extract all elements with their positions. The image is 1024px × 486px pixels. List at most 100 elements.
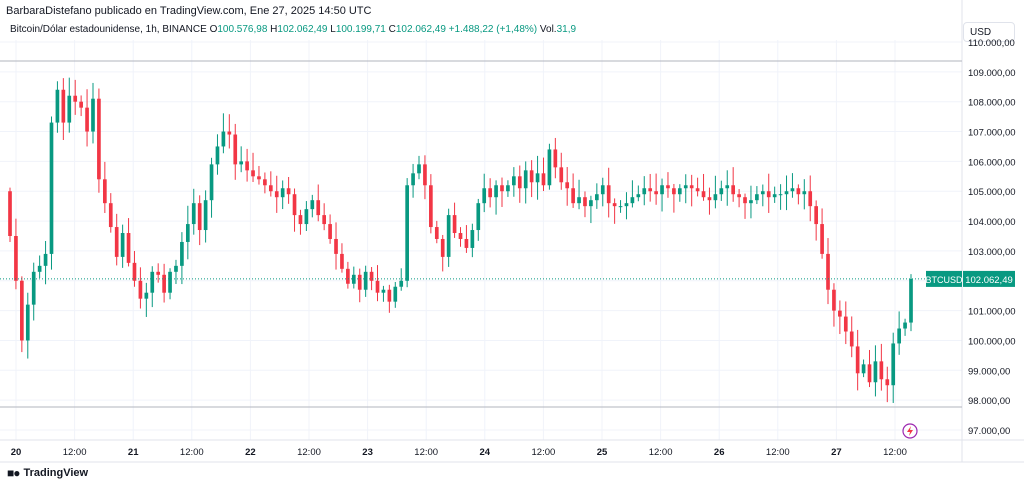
ohlc-value-o: 100.576,98 [217,24,268,35]
last-price-tag-bg [963,270,1015,287]
candle-body [547,149,552,186]
candle-body [49,122,54,254]
candle-body [713,194,718,201]
currency-button[interactable]: USD [963,22,1015,42]
candle-body [310,200,315,210]
brand-name: TradingView [23,467,89,479]
y-tick-label: 105.000,00 [968,187,1016,198]
candle-body [328,224,332,239]
candle-body [749,200,753,204]
candle-body [838,310,842,317]
candle-body [14,236,18,281]
candle-body [20,280,24,341]
candle-body [37,265,42,272]
candle-body [221,131,226,147]
candle-body [512,176,516,186]
candle-body [583,197,587,207]
candle-body [867,364,872,383]
candle-body [61,89,66,123]
candle-body [138,280,143,299]
candle-body [790,188,795,192]
candle-body [85,107,89,132]
candle-body [571,188,575,204]
candle-body [233,134,238,165]
tradingview-logo-icon: ■● [7,466,20,480]
candle-body [820,224,824,254]
x-tick-label: 21 [128,447,139,458]
candle-body [594,194,599,201]
x-tick-label: 12:00 [297,447,321,458]
candle-body [517,176,522,189]
candle-body [500,185,504,192]
candle-body [612,203,617,207]
candle-body [411,173,415,186]
candle-body [103,179,107,204]
candle-body [446,215,451,257]
candle-body [464,238,469,248]
candle-body [251,170,255,177]
candle-body [434,227,439,239]
candle-body [559,167,564,183]
ohlc-key-h: H [267,24,278,35]
candle-body [452,215,457,234]
candle-body [636,194,641,198]
candle-body [316,200,321,216]
candle-body [156,271,161,275]
candle-body [120,233,125,257]
candle-body [375,280,380,293]
lightning-icon[interactable] [902,423,918,439]
candle-body [363,271,368,290]
candle-body [168,271,172,293]
candle-body [843,316,848,332]
candle-body [209,164,214,201]
y-tick-label: 99.000,00 [968,366,1010,377]
candle-body [263,179,267,186]
candle-body [245,161,249,171]
candle-body [743,197,747,204]
candle-body [25,304,30,341]
candle-body [55,89,60,123]
candle-body [873,361,878,383]
candle-body [672,188,676,195]
candle-body [772,194,777,198]
ohlc-key-l: L [327,24,336,35]
candle-body [334,238,338,254]
candle-body [304,209,309,225]
x-tick-label: 23 [362,447,373,458]
candle-body [417,164,421,174]
candle-body [606,185,611,204]
y-tick-label: 108.000,00 [968,98,1016,109]
candle-body [861,364,866,374]
y-tick-label: 100.000,00 [968,336,1016,347]
candle-body [79,101,83,108]
candle-body [357,274,362,290]
candle-body [67,95,72,123]
candle-body [903,322,907,329]
tradingview-brand[interactable]: ■● TradingView [7,466,88,480]
candle-body [97,98,101,180]
candle-body [144,292,149,299]
candle-body [589,200,593,207]
candle-body [565,182,570,189]
candle-body [180,241,184,266]
publisher-line: BarbaraDistefano publicado en TradingVie… [6,5,372,17]
candle-body [642,188,647,195]
candle-body [541,173,546,186]
candle-body [755,194,759,201]
y-tick-label: 101.000,00 [968,307,1016,318]
x-tick-label: 12:00 [180,447,204,458]
candle-body [814,206,818,225]
candle-body [897,328,901,344]
candle-body [268,185,273,192]
volume-value: 31,9 [556,24,577,35]
candle-body [126,233,131,263]
candle-body [654,191,658,195]
x-tick-label: 12:00 [649,447,673,458]
candle-body [808,191,813,207]
x-tick-label: 12:00 [532,447,556,458]
candle-body [618,206,623,208]
volume-label: Vol. [539,24,557,35]
x-tick-label: 27 [831,447,842,458]
x-tick-label: 20 [11,447,22,458]
